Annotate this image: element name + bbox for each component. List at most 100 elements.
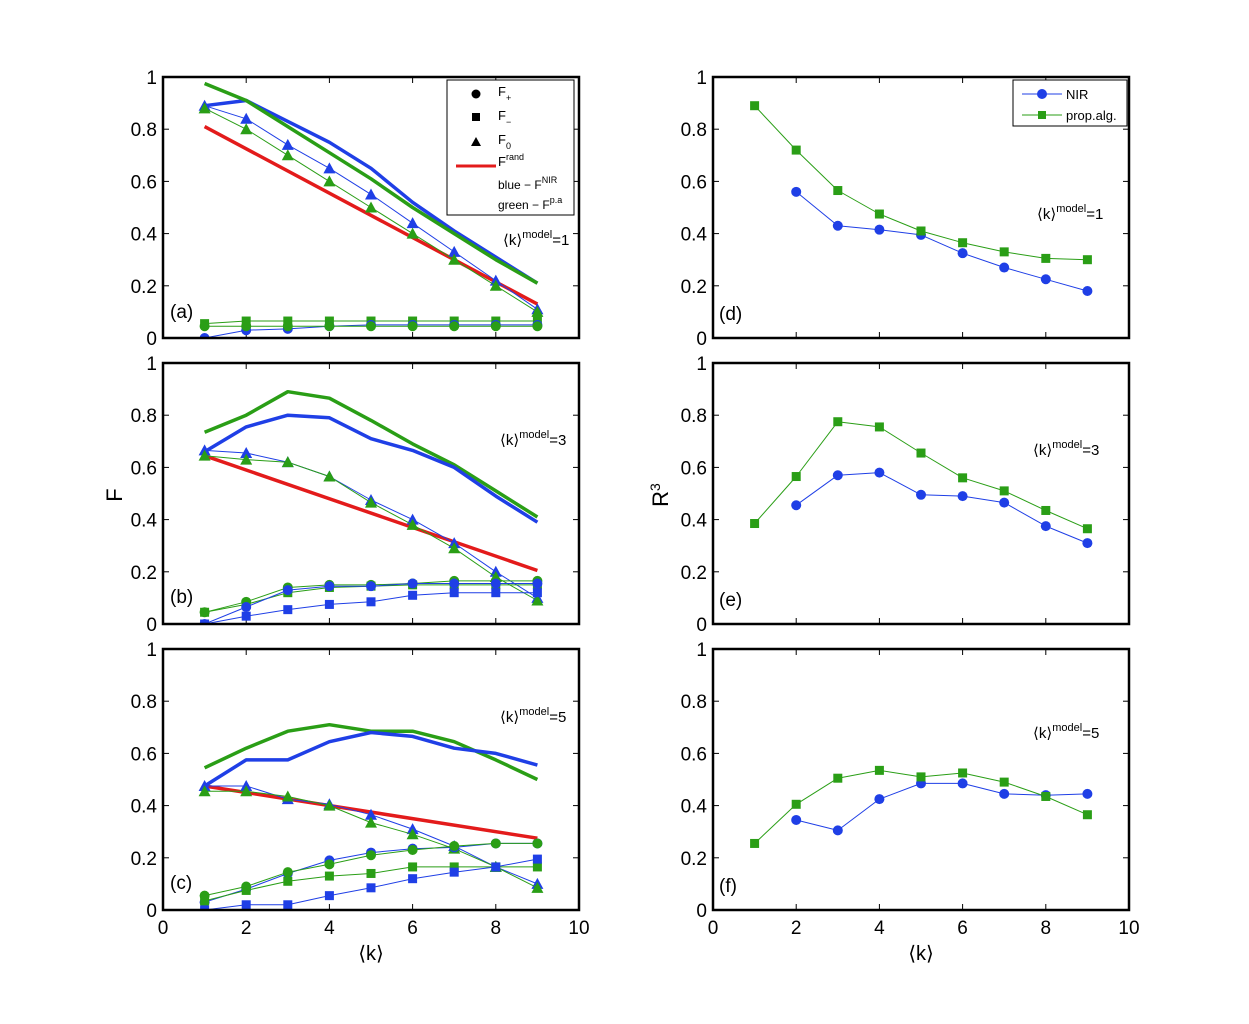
x-tick-label: 8 bbox=[491, 918, 502, 939]
x-tick-label: 2 bbox=[241, 918, 252, 939]
data-point-circle bbox=[532, 321, 543, 332]
data-point-triangle bbox=[323, 799, 336, 811]
annotation-k: ⟨k⟩ bbox=[1037, 206, 1056, 223]
data-point-triangle bbox=[240, 453, 253, 465]
y-tick-label: 0.2 bbox=[131, 277, 157, 298]
data-point-square bbox=[324, 871, 334, 881]
y-tick-label: 0.4 bbox=[681, 797, 708, 818]
data-point-square bbox=[200, 619, 210, 624]
annotation-sup: model bbox=[519, 429, 549, 441]
data-point-circle bbox=[199, 321, 210, 332]
y-tick-label: 0 bbox=[146, 329, 157, 350]
model-annotation: ⟨k⟩model=1 bbox=[1037, 203, 1103, 223]
data-point-triangle bbox=[323, 175, 336, 187]
data-point-triangle bbox=[323, 162, 336, 174]
model-annotation: ⟨k⟩model=5 bbox=[1033, 722, 1099, 742]
series-line-f0-p-a bbox=[204, 455, 538, 601]
data-point-square bbox=[791, 145, 801, 155]
data-point-square bbox=[408, 862, 418, 872]
panel-a: 0 0.2 0.4 0.6 0.8 1 ⟨k⟩model=1 (a) bbox=[131, 68, 581, 350]
series-line-nir bbox=[795, 191, 1088, 292]
panel-label: (c) bbox=[170, 873, 192, 894]
axes-frame bbox=[161, 647, 581, 912]
y-tick-label: 0.4 bbox=[681, 225, 708, 246]
y-tick-label: 0.8 bbox=[681, 692, 707, 713]
legend-nir-marker bbox=[1037, 89, 1047, 99]
y-tick-label: 0.6 bbox=[131, 744, 157, 765]
data-point-triangle bbox=[281, 149, 294, 161]
y-tick-label: 0.4 bbox=[131, 225, 158, 246]
data-point-circle bbox=[490, 838, 501, 849]
legend-nir-label: NIR bbox=[1066, 87, 1088, 102]
model-annotation: ⟨k⟩model=3 bbox=[500, 429, 566, 449]
y-tick-label: 0.2 bbox=[131, 849, 157, 870]
legend-f-rand: Frand bbox=[498, 152, 524, 169]
annotation-val: =1 bbox=[1086, 206, 1103, 223]
data-point-square bbox=[283, 876, 293, 886]
series-line-nir bbox=[796, 782, 1088, 831]
data-point-circle bbox=[324, 581, 335, 592]
data-point-triangle bbox=[198, 102, 211, 114]
data-point-circle bbox=[449, 578, 460, 589]
data-point-square bbox=[532, 862, 542, 872]
data-point-square bbox=[916, 226, 926, 236]
legend-circle-marker bbox=[471, 89, 481, 99]
data-point-square bbox=[408, 590, 418, 600]
y-tick-label: 0.4 bbox=[681, 511, 708, 532]
data-point-triangle bbox=[406, 828, 419, 840]
data-point-circle bbox=[282, 867, 293, 878]
data-point-circle bbox=[832, 825, 843, 836]
panels: 00.20.40.60.81⟨k⟩model=1(a)00.20.40.60.8… bbox=[131, 68, 1140, 939]
model-annotation: ⟨k⟩model=1 bbox=[503, 229, 569, 249]
legend-f-zero: F0 bbox=[498, 132, 511, 151]
data-point-circle bbox=[999, 262, 1010, 273]
data-point-triangle bbox=[448, 542, 461, 554]
data-point-triangle bbox=[365, 496, 377, 508]
y-tick-label: 1 bbox=[696, 354, 707, 375]
data-point-triangle bbox=[365, 816, 377, 828]
data-point-square bbox=[1082, 255, 1092, 265]
data-point-circle bbox=[241, 602, 252, 613]
annotation-sup: model bbox=[1052, 722, 1082, 734]
data-point-square bbox=[283, 900, 293, 910]
data-point-square bbox=[491, 862, 501, 872]
data-point-square bbox=[1041, 791, 1051, 801]
data-point-square bbox=[449, 862, 459, 872]
annotation-k: ⟨k⟩ bbox=[500, 709, 519, 726]
data-point-circle bbox=[1040, 274, 1051, 285]
data-point-triangle bbox=[365, 808, 377, 820]
annotation-k: ⟨k⟩ bbox=[1033, 725, 1052, 742]
y-tick-label: 0.8 bbox=[131, 120, 157, 141]
panel-d: 0 0.2 0.4 0.6 0.8 1 ⟨k⟩model=1 (d) bbox=[681, 68, 1131, 350]
legend-green-line: green − Fp.a bbox=[498, 195, 562, 212]
data-point-circle bbox=[832, 470, 843, 481]
legend-right: NIR prop.alg. bbox=[1012, 79, 1128, 127]
data-point-circle bbox=[241, 321, 252, 332]
data-point-triangle bbox=[531, 594, 544, 606]
data-point-circle bbox=[407, 321, 418, 332]
data-point-square bbox=[958, 768, 968, 778]
series-line-f-p-a-total- bbox=[203, 81, 539, 285]
data-point-triangle bbox=[281, 138, 294, 150]
data-point-triangle bbox=[448, 253, 461, 265]
series-group bbox=[198, 81, 544, 338]
series-group bbox=[198, 389, 544, 624]
panel-e: 0 0.2 0.4 0.6 0.8 1 ⟨k⟩model=3 (e) bbox=[681, 354, 1131, 636]
annotation-sup: model bbox=[522, 229, 552, 241]
data-point-circle bbox=[407, 578, 418, 589]
annotation-k: ⟨k⟩ bbox=[500, 432, 519, 449]
data-point-square bbox=[532, 854, 542, 864]
data-point-triangle bbox=[240, 112, 253, 124]
y-tick-label: 0.8 bbox=[131, 406, 157, 427]
data-point-square bbox=[916, 772, 926, 782]
data-point-square bbox=[874, 209, 884, 219]
data-point-square bbox=[791, 472, 801, 482]
data-point-square bbox=[241, 316, 251, 326]
data-point-square bbox=[999, 247, 1009, 257]
y-tick-label: 0.2 bbox=[681, 849, 707, 870]
data-point-square bbox=[200, 607, 210, 617]
y-tick-label: 0.4 bbox=[131, 511, 158, 532]
y-tick-label: 0 bbox=[696, 615, 707, 636]
data-point-square bbox=[324, 891, 334, 901]
y-tick-label: 0.6 bbox=[131, 172, 157, 193]
